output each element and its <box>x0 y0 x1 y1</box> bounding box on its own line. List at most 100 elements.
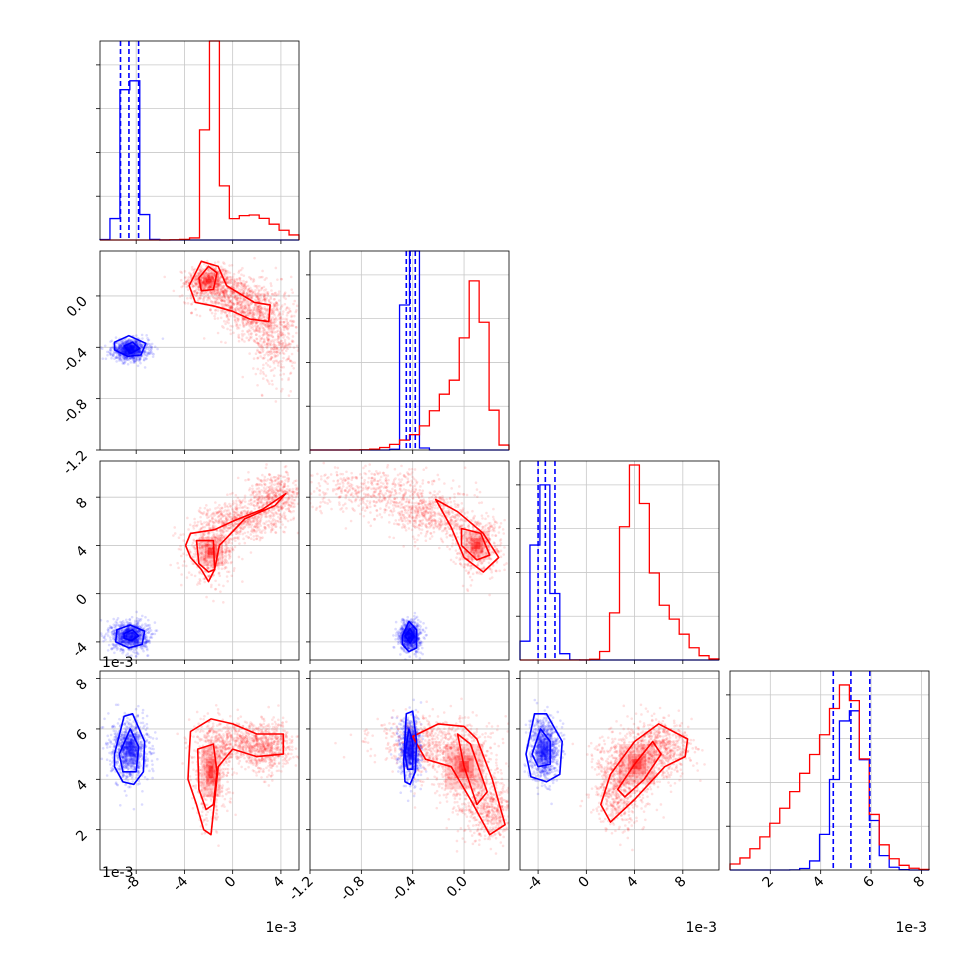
scatter-point <box>272 304 276 308</box>
scatter-point <box>243 340 246 343</box>
scatter-point <box>263 475 267 479</box>
scatter-point <box>130 345 134 349</box>
scatter-point <box>120 347 123 350</box>
scatter-point <box>222 268 226 272</box>
scatter-point <box>232 272 236 276</box>
scatter-point <box>271 292 274 296</box>
scatter-point <box>217 301 220 304</box>
scatter-point <box>203 273 206 277</box>
scatter-point <box>242 317 245 321</box>
scatter-point <box>208 295 211 299</box>
scatter-point <box>132 347 136 351</box>
scatter-point <box>271 491 275 495</box>
scatter-point <box>272 309 275 313</box>
scatter-point <box>235 293 238 297</box>
scatter-point <box>205 513 209 516</box>
scatter-point <box>269 325 272 328</box>
scatter-point <box>286 484 290 488</box>
scatter-point <box>233 545 237 549</box>
scatter-point <box>246 308 250 311</box>
scatter-point <box>259 351 263 355</box>
scatter-point <box>230 574 234 578</box>
scatter-point <box>260 337 264 340</box>
scatter-point <box>261 473 264 477</box>
scatter-point <box>123 357 127 360</box>
scatter-point <box>205 281 208 285</box>
scatter-point <box>258 293 262 297</box>
scatter-point <box>190 297 193 300</box>
scatter-point <box>218 278 222 281</box>
scatter-point <box>138 350 142 353</box>
scatter-point <box>222 272 226 276</box>
scatter-point <box>254 303 257 307</box>
scatter-point <box>218 280 221 283</box>
scatter-point <box>118 356 122 360</box>
scatter-point <box>109 349 113 353</box>
scatter-point <box>234 309 238 313</box>
scatter-point <box>194 549 197 553</box>
scatter-point <box>272 310 275 314</box>
scatter-point <box>212 292 216 296</box>
scatter-point <box>121 346 125 350</box>
scatter-point <box>266 308 269 312</box>
scatter-point <box>121 355 124 359</box>
scatter-point <box>217 567 220 570</box>
scatter-point <box>137 350 141 353</box>
scatter-point <box>218 292 222 295</box>
scatter-point <box>248 336 252 339</box>
scatter-point <box>237 307 240 311</box>
scatter-point <box>288 319 292 323</box>
scatter-point <box>213 273 216 276</box>
scatter-point <box>180 285 183 289</box>
scatter-point <box>240 316 244 319</box>
scatter-point <box>208 282 212 285</box>
scatter-point <box>223 503 226 506</box>
scatter-point <box>191 541 195 545</box>
scatter-point <box>118 345 121 349</box>
scatter-point <box>131 348 135 352</box>
scatter-point <box>269 329 273 332</box>
scatter-point <box>274 291 277 295</box>
scatter-point <box>266 292 270 296</box>
scatter-point <box>137 351 141 354</box>
scatter-point <box>127 358 131 362</box>
scatter-point <box>143 353 147 357</box>
scatter-point <box>130 343 134 346</box>
scatter-point <box>202 299 206 302</box>
scatter-point <box>246 530 250 534</box>
scatter-point <box>216 286 219 289</box>
scatter-point <box>256 292 260 296</box>
scatter-point <box>193 292 196 295</box>
scatter-point <box>229 300 233 304</box>
scatter-point <box>125 352 128 355</box>
scatter-point <box>239 279 242 282</box>
scatter-point <box>236 536 239 540</box>
scatter-point <box>209 280 212 284</box>
scatter-point <box>203 286 207 289</box>
scatter-point <box>134 340 138 344</box>
scatter-point <box>139 346 143 349</box>
scatter-point <box>224 278 228 281</box>
scatter-point <box>236 302 240 305</box>
scatter-point <box>263 339 266 342</box>
scatter-point <box>138 357 141 361</box>
scatter-point <box>285 323 289 327</box>
scatter-point <box>240 282 244 285</box>
scatter-point <box>232 284 236 288</box>
scatter-point <box>250 296 253 300</box>
scatter-point <box>232 537 236 540</box>
scatter-point <box>128 346 132 349</box>
scatter-point <box>152 352 155 356</box>
scatter-point <box>121 350 125 353</box>
scatter-point <box>247 338 251 341</box>
scatter-point <box>283 302 287 306</box>
scatter-point <box>121 361 125 364</box>
scatter-point <box>227 515 231 519</box>
scatter-point <box>250 294 254 298</box>
scatter-point <box>206 567 210 570</box>
scatter-point <box>137 342 140 346</box>
scatter-point <box>246 294 250 298</box>
scatter-point <box>192 268 196 272</box>
scatter-point <box>106 649 110 652</box>
